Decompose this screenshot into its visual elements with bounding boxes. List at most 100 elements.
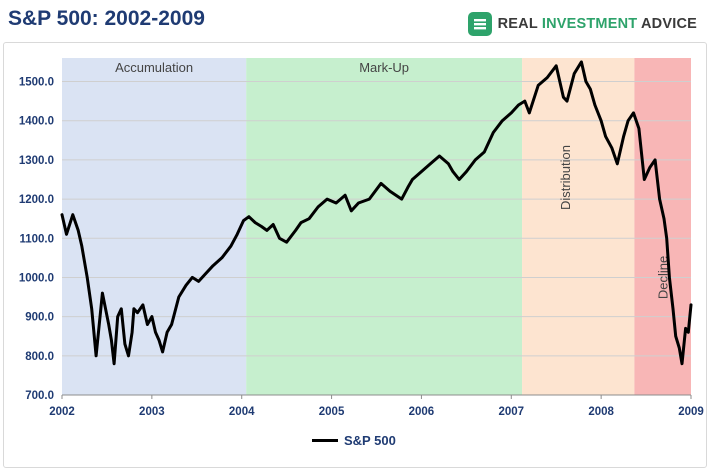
data-point: [584, 80, 588, 83]
data-point: [510, 111, 513, 115]
data-point: [150, 315, 154, 318]
data-point: [60, 213, 64, 216]
x-tick-label: 2007: [498, 406, 524, 418]
data-point: [242, 219, 245, 222]
data-point: [501, 119, 504, 122]
series-line: [60, 60, 693, 366]
data-point: [260, 225, 263, 228]
data-point: [110, 338, 113, 342]
data-point: [161, 350, 164, 354]
data-point: [350, 209, 353, 213]
data-point: [278, 237, 281, 240]
data-point: [71, 213, 74, 216]
data-point: [265, 229, 269, 232]
data-point: [130, 331, 134, 334]
data-point: [537, 84, 540, 87]
data-point: [689, 303, 693, 307]
data-point: [517, 103, 520, 107]
data-point: [157, 338, 161, 342]
data-point: [420, 170, 423, 173]
data-point: [610, 146, 614, 150]
data-point: [662, 217, 666, 220]
data-point: [589, 88, 592, 91]
data-point: [191, 276, 194, 279]
x-tick-label: 2008: [588, 406, 614, 418]
chart-title: S&P 500: 2002-2009: [8, 7, 205, 30]
data-point: [90, 307, 93, 310]
data-point: [565, 99, 569, 103]
data-point: [637, 127, 641, 130]
data-point: [406, 186, 410, 189]
x-tick-label: 2005: [319, 406, 345, 418]
phase-band: [246, 58, 523, 395]
data-point: [247, 215, 251, 218]
data-point: [197, 280, 200, 283]
data-point: [271, 223, 275, 226]
brand-name-main: REAL: [497, 16, 542, 32]
data-point: [76, 229, 80, 232]
data-point: [653, 158, 657, 162]
data-point: [211, 264, 215, 267]
data-point: [687, 331, 690, 334]
data-point: [357, 201, 360, 205]
data-point: [447, 162, 450, 166]
legend-label: S&P 500: [344, 433, 396, 448]
y-tick-label: 1200.0: [19, 194, 54, 206]
y-tick-label: 1300.0: [19, 155, 54, 167]
data-point: [116, 315, 119, 318]
data-point: [388, 190, 392, 193]
data-point: [684, 327, 687, 330]
data-point: [334, 201, 338, 205]
y-tick-label: 700.0: [25, 390, 54, 402]
data-point: [165, 331, 169, 334]
data-point: [668, 276, 671, 279]
data-point: [643, 178, 646, 181]
data-point: [80, 244, 83, 248]
data-point: [465, 170, 468, 173]
data-point: [580, 60, 583, 64]
y-tick-label: 1500.0: [19, 77, 54, 89]
brand-name: REAL INVESTMENT ADVICE: [498, 16, 697, 32]
data-point: [368, 197, 371, 201]
data-point: [665, 237, 668, 240]
y-tick-label: 800.0: [25, 351, 54, 363]
data-point: [671, 307, 675, 310]
data-point: [572, 72, 576, 75]
data-point: [658, 197, 661, 201]
data-point: [599, 119, 603, 122]
data-point: [400, 197, 403, 201]
data-point: [622, 135, 625, 138]
phase-band: [522, 58, 635, 395]
data-point: [474, 158, 477, 162]
data-point: [136, 311, 139, 314]
data-point: [123, 342, 127, 346]
data-point: [184, 284, 188, 287]
phase-label: Decline: [656, 256, 671, 299]
data-point: [154, 331, 157, 334]
brand-name-tail: ADVICE: [637, 16, 697, 32]
legend-swatch: [312, 439, 338, 442]
brand-logo-icon: [467, 12, 492, 36]
data-point: [132, 307, 136, 310]
phase-band: [62, 58, 247, 395]
data-point: [483, 150, 486, 154]
data-point: [220, 256, 224, 260]
phase-label: Accumulation: [115, 60, 193, 75]
x-tick-label: 2002: [49, 406, 75, 418]
data-point: [528, 111, 531, 115]
y-tick-label: 900.0: [25, 312, 54, 324]
data-point: [204, 272, 207, 275]
data-point: [65, 233, 68, 236]
data-point: [678, 346, 681, 350]
data-point: [616, 162, 619, 166]
data-point: [429, 162, 432, 166]
chart-legend: S&P 500: [312, 433, 396, 448]
data-point: [294, 229, 297, 232]
data-point: [94, 354, 98, 358]
y-tick-label: 1100.0: [19, 233, 54, 245]
data-point: [177, 295, 181, 299]
data-point: [648, 166, 651, 169]
y-tick-label: 1000.0: [19, 272, 54, 284]
data-point: [112, 362, 116, 365]
